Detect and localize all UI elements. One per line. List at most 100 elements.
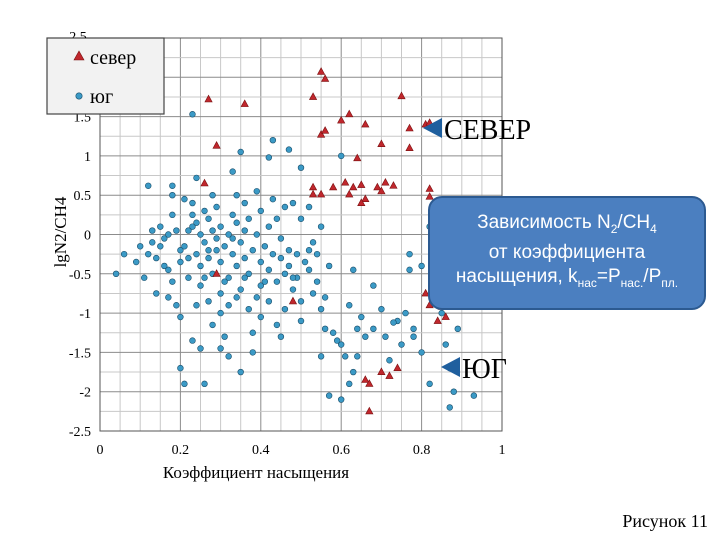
point-north — [345, 109, 354, 118]
point-south — [350, 266, 357, 274]
point-south — [426, 380, 433, 388]
point-south — [197, 282, 204, 289]
point-south — [229, 168, 236, 175]
point-south — [338, 396, 345, 403]
point-north — [405, 143, 414, 151]
point-south — [265, 298, 273, 305]
point-south — [229, 211, 236, 219]
point-south — [273, 278, 281, 285]
point-south — [197, 345, 204, 352]
y-tick-label: 1 — [84, 150, 91, 165]
point-south — [245, 215, 252, 222]
point-south — [169, 192, 176, 199]
x-tick-label: 0.2 — [172, 443, 190, 458]
point-south — [289, 199, 297, 207]
south-region-label: ЮГ — [462, 354, 507, 385]
point-south — [189, 211, 196, 219]
point-south — [153, 290, 160, 297]
point-north — [365, 379, 374, 387]
point-south — [442, 341, 449, 348]
point-north — [405, 123, 414, 132]
point-south — [265, 266, 273, 274]
series-south — [112, 111, 478, 411]
point-south — [253, 231, 260, 238]
point-north — [212, 141, 221, 149]
point-south — [120, 250, 128, 258]
point-south — [305, 247, 313, 254]
point-south — [193, 250, 200, 258]
point-north — [425, 192, 434, 200]
point-north — [357, 180, 366, 188]
info-line1-text: Зависимость N — [477, 212, 611, 234]
point-south — [257, 258, 264, 266]
point-south — [217, 258, 224, 266]
x-axis-ticks: 0 0.2 0.4 0.6 0.8 1 — [97, 443, 506, 458]
point-south — [233, 262, 240, 270]
point-south — [281, 305, 289, 313]
y-axis-label: lgN2/CH4 — [51, 196, 70, 267]
point-north — [361, 119, 370, 128]
point-north — [425, 184, 434, 192]
y-tick-label: -2 — [79, 386, 91, 401]
point-south — [209, 192, 216, 199]
y-tick-label: 0 — [84, 229, 91, 244]
point-north — [329, 182, 338, 191]
point-north — [361, 194, 370, 203]
point-south — [177, 247, 184, 254]
point-north — [433, 316, 442, 324]
point-south — [297, 298, 305, 305]
point-south — [261, 278, 269, 285]
point-south — [225, 353, 232, 360]
point-south — [257, 282, 264, 289]
north-arrow-icon — [423, 118, 442, 138]
legend-box — [46, 37, 165, 115]
point-north — [316, 67, 326, 75]
x-axis-label: Коэффициент насыщения — [163, 463, 349, 482]
info-line3-sub3: пл. — [661, 275, 679, 290]
point-south — [305, 266, 313, 274]
info-line1-mid: /CH — [617, 212, 651, 234]
point-south — [193, 219, 200, 226]
y-tick-label: -0.5 — [69, 268, 91, 283]
y-tick-label: -1 — [79, 307, 91, 322]
point-south — [197, 231, 204, 238]
point-south — [173, 302, 180, 309]
point-north — [385, 371, 394, 379]
y-tick-label: 0.5 — [74, 189, 92, 204]
point-south — [338, 341, 345, 348]
point-south — [205, 254, 212, 262]
point-south — [362, 333, 369, 340]
point-north — [308, 92, 318, 100]
point-south — [137, 243, 144, 250]
point-south — [149, 239, 156, 246]
point-south — [406, 250, 413, 258]
legend: север юг — [46, 37, 165, 115]
point-south — [149, 227, 156, 234]
x-tick-label: 0.8 — [413, 443, 431, 458]
point-south — [161, 235, 168, 242]
point-south — [418, 349, 425, 356]
point-north — [240, 99, 249, 107]
point-north — [212, 269, 221, 277]
point-south — [209, 227, 216, 234]
point-south — [346, 380, 353, 388]
point-north — [357, 198, 366, 206]
point-north — [393, 363, 402, 372]
point-south — [241, 274, 248, 281]
point-south — [189, 223, 196, 230]
point-north — [349, 182, 358, 191]
point-south — [181, 243, 188, 250]
point-south — [205, 215, 212, 222]
point-south — [454, 325, 461, 333]
point-south — [185, 227, 192, 234]
point-north — [421, 288, 430, 297]
point-south — [249, 329, 256, 336]
point-north — [288, 296, 298, 305]
point-south — [157, 243, 164, 250]
point-north — [381, 177, 390, 186]
south-arrow-icon — [441, 357, 460, 377]
point-south — [145, 250, 152, 258]
point-south — [370, 325, 377, 333]
point-south — [285, 262, 293, 270]
point-south — [165, 231, 172, 238]
